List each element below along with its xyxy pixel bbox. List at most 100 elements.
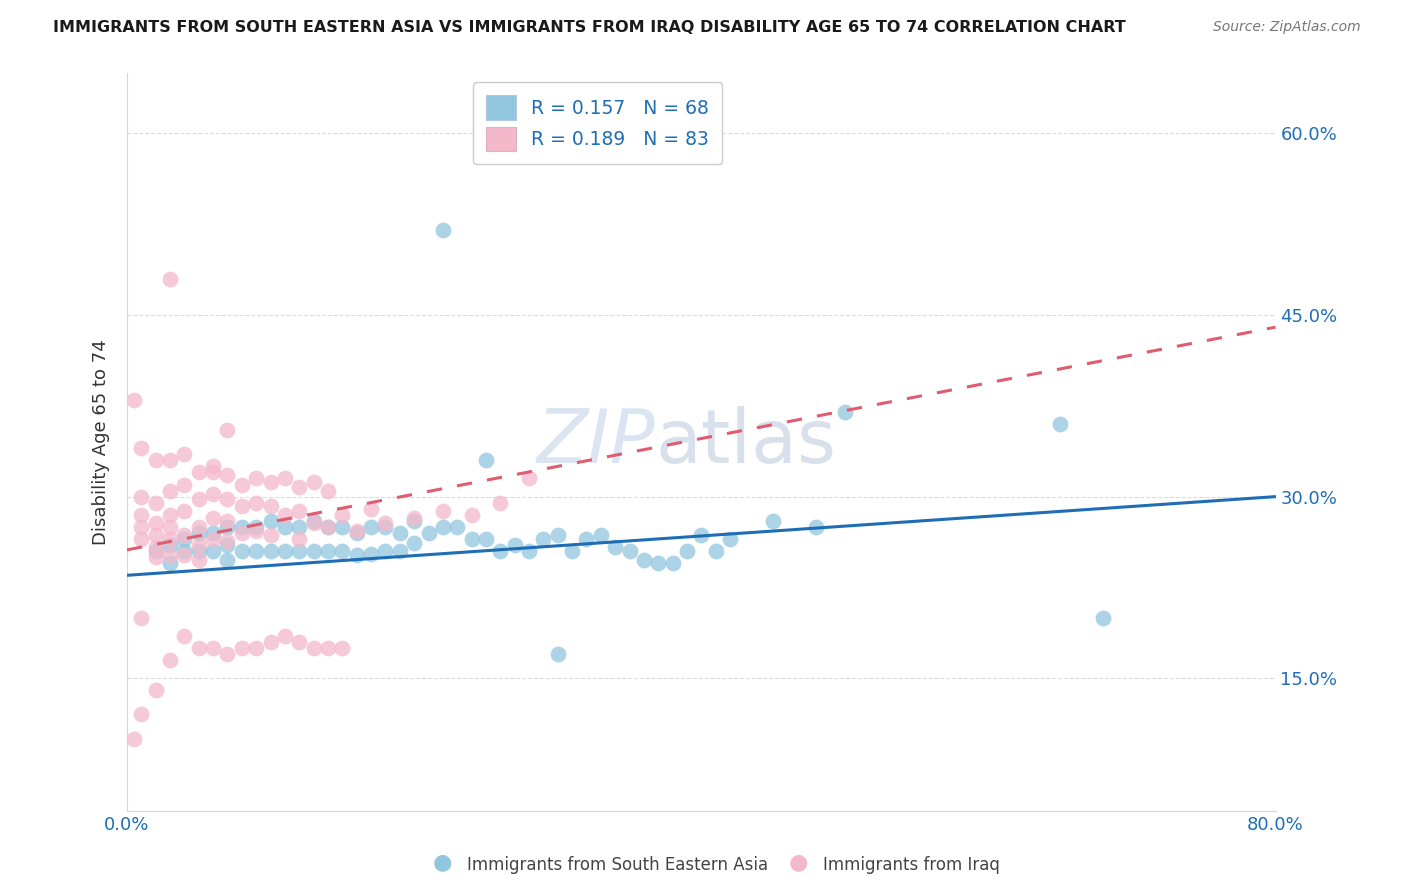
Point [330, 508, 353, 522]
Point [432, 504, 454, 518]
Text: IMMIGRANTS FROM SOUTH EASTERN ASIA VS IMMIGRANTS FROM IRAQ DISABILITY AGE 65 TO : IMMIGRANTS FROM SOUTH EASTERN ASIA VS IM… [53, 20, 1126, 35]
Point [231, 544, 253, 558]
Point [145, 516, 167, 531]
Point [475, 453, 498, 467]
Point [547, 647, 569, 661]
Point [187, 491, 209, 506]
Point [259, 475, 281, 489]
Point [159, 520, 181, 534]
Point [131, 490, 153, 504]
Point [288, 544, 311, 558]
Point [173, 447, 195, 461]
Point [374, 516, 396, 531]
Point [159, 548, 181, 562]
Point [418, 525, 440, 540]
Point [187, 640, 209, 655]
Point [531, 532, 554, 546]
Point [173, 629, 195, 643]
Point [231, 525, 253, 540]
Point [217, 520, 239, 534]
Point [145, 550, 167, 565]
Point [145, 453, 167, 467]
Point [404, 514, 426, 528]
Point [360, 520, 382, 534]
Point [159, 538, 181, 552]
Point [173, 477, 195, 491]
Point [605, 541, 627, 555]
Point [173, 532, 195, 546]
Point [187, 466, 209, 480]
Point [217, 534, 239, 549]
Point [231, 520, 253, 534]
Point [131, 532, 153, 546]
Point [187, 538, 209, 552]
Point [446, 520, 468, 534]
Point [187, 544, 209, 558]
Legend: R = 0.157   N = 68, R = 0.189   N = 83: R = 0.157 N = 68, R = 0.189 N = 83 [474, 82, 723, 164]
Point [404, 535, 426, 549]
Point [330, 520, 353, 534]
Point [503, 538, 526, 552]
Point [330, 544, 353, 558]
Point [676, 544, 699, 558]
Point [330, 640, 353, 655]
Point [517, 471, 540, 485]
Point [346, 525, 368, 540]
Text: atlas: atlas [655, 406, 837, 479]
Point [202, 525, 225, 540]
Point [489, 496, 512, 510]
Point [217, 538, 239, 552]
Point [432, 223, 454, 237]
Point [288, 635, 311, 649]
Point [316, 520, 339, 534]
Point [259, 500, 281, 514]
Point [1049, 417, 1071, 431]
Point [575, 532, 598, 546]
Point [718, 532, 741, 546]
Point [173, 528, 195, 542]
Point [661, 556, 683, 570]
Point [259, 514, 281, 528]
Point [690, 528, 713, 542]
Point [159, 532, 181, 546]
Point [274, 508, 297, 522]
Point [217, 491, 239, 506]
Point [159, 556, 181, 570]
Point [288, 504, 311, 518]
Point [231, 500, 253, 514]
Point [302, 544, 325, 558]
Point [288, 480, 311, 494]
Point [159, 653, 181, 667]
Point [388, 525, 411, 540]
Point [187, 525, 209, 540]
Point [346, 524, 368, 538]
Point [131, 520, 153, 534]
Point [159, 453, 181, 467]
Point [217, 552, 239, 566]
Point [173, 544, 195, 558]
Point [159, 483, 181, 498]
Y-axis label: Disability Age 65 to 74: Disability Age 65 to 74 [93, 339, 110, 545]
Point [131, 707, 153, 722]
Point [202, 487, 225, 501]
Point [145, 683, 167, 698]
Point [834, 405, 856, 419]
Point [187, 552, 209, 566]
Point [245, 496, 267, 510]
Point [173, 504, 195, 518]
Point [302, 514, 325, 528]
Point [1092, 610, 1115, 624]
Point [145, 496, 167, 510]
Point [217, 647, 239, 661]
Point [489, 544, 512, 558]
Point [202, 511, 225, 525]
Point [259, 635, 281, 649]
Point [374, 520, 396, 534]
Point [159, 508, 181, 522]
Point [274, 629, 297, 643]
Point [316, 544, 339, 558]
Point [633, 552, 655, 566]
Point [762, 514, 785, 528]
Point [274, 520, 297, 534]
Point [245, 471, 267, 485]
